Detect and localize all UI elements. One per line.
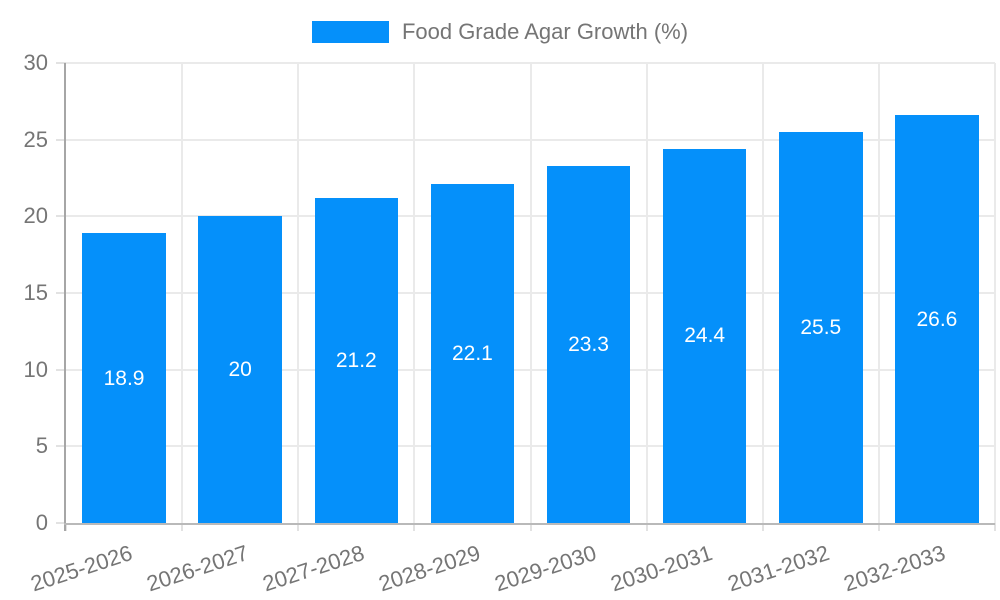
chart-legend: Food Grade Agar Growth (%): [0, 20, 1000, 44]
x-tick-label: 2025-2026: [27, 540, 136, 597]
x-axis-line: [64, 523, 995, 525]
x-axis-tick: [994, 523, 996, 531]
gridline-vertical: [181, 63, 184, 523]
y-axis-tick: [56, 215, 66, 218]
y-axis-tick: [56, 368, 66, 371]
x-tick-label: 2026-2027: [143, 540, 252, 597]
bar-value-label: 26.6: [916, 307, 958, 331]
x-tick-label: 2031-2032: [724, 540, 832, 597]
y-tick-label: 5: [35, 433, 48, 459]
x-tick-label: 2029-2030: [491, 540, 600, 597]
bar[interactable]: 25.5: [779, 132, 863, 523]
gridline-vertical: [297, 63, 300, 523]
x-tick-label: 2032-2033: [840, 540, 949, 597]
y-axis-tick: [56, 292, 66, 294]
y-axis-tick: [56, 62, 66, 64]
bar-value-label: 18.9: [103, 366, 145, 390]
y-axis-tick: [56, 138, 66, 141]
gridline-vertical: [529, 63, 532, 523]
y-tick-label: 10: [23, 356, 48, 382]
x-axis-tick: [181, 523, 184, 531]
x-axis-tick: [413, 523, 416, 531]
bar-value-label: 25.5: [800, 316, 842, 339]
x-axis-tick: [877, 523, 880, 531]
bar[interactable]: 20: [198, 216, 282, 523]
bar-value-label: 22.1: [451, 342, 493, 366]
x-tick-label: 2030-2031: [608, 540, 716, 597]
gridline-vertical: [994, 63, 996, 523]
bar[interactable]: 23.3: [546, 165, 631, 523]
x-axis-tick: [761, 523, 764, 531]
y-tick-label: 20: [23, 203, 48, 229]
legend-label: Food Grade Agar Growth (%): [401, 19, 689, 44]
gridline-vertical: [645, 63, 648, 523]
y-axis-tick: [56, 445, 66, 448]
bar[interactable]: 22.1: [430, 184, 515, 523]
bar-value-label: 20: [228, 358, 252, 382]
bar-value-label: 23.3: [568, 332, 609, 356]
x-tick-label: 2027-2028: [259, 540, 368, 597]
y-tick-label: 15: [23, 280, 48, 305]
x-axis-tick: [529, 523, 532, 531]
bar-value-label: 24.4: [684, 324, 726, 348]
gridline-vertical: [877, 63, 880, 523]
x-axis-tick: [65, 523, 67, 531]
legend-item[interactable]: Food Grade Agar Growth (%): [311, 19, 689, 44]
bar[interactable]: 18.9: [82, 233, 166, 523]
y-axis-line: [64, 63, 66, 531]
y-tick-label: 0: [35, 510, 48, 535]
gridline-vertical: [761, 63, 764, 523]
x-axis-tick: [297, 523, 300, 531]
gridline-vertical: [413, 63, 416, 523]
bar[interactable]: 21.2: [314, 197, 399, 523]
legend-color-swatch: [311, 21, 389, 43]
y-axis-tick: [56, 522, 66, 524]
bar[interactable]: 26.6: [895, 115, 979, 523]
y-tick-label: 25: [23, 126, 48, 152]
x-axis-tick: [645, 523, 648, 531]
x-tick-label: 2028-2029: [375, 540, 484, 597]
bar[interactable]: 24.4: [662, 148, 747, 523]
bar-value-label: 21.2: [335, 348, 377, 372]
y-tick-label: 30: [23, 50, 48, 75]
